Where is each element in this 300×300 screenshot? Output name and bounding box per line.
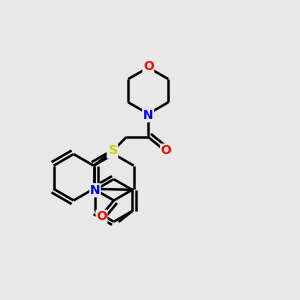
Text: S: S bbox=[108, 144, 117, 157]
Text: O: O bbox=[143, 60, 154, 73]
Text: N: N bbox=[143, 109, 153, 122]
Text: N: N bbox=[90, 184, 100, 197]
Text: O: O bbox=[161, 144, 171, 157]
Text: N: N bbox=[143, 107, 153, 120]
Text: N: N bbox=[107, 145, 118, 158]
Text: O: O bbox=[96, 210, 107, 223]
